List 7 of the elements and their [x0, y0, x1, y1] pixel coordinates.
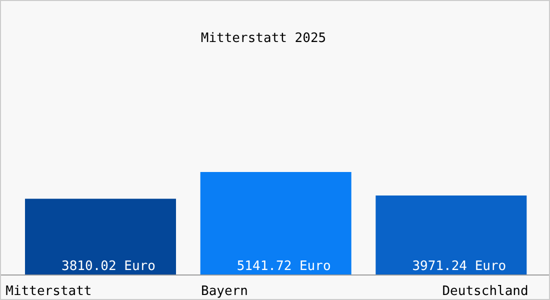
- data-label: 3810.02 Euro: [62, 259, 156, 274]
- x-tick-label: Deutschland: [442, 284, 528, 299]
- x-tick-label: Bayern: [201, 284, 248, 299]
- chart-title: Mitterstatt 2025: [200, 31, 328, 46]
- data-label: 5141.72 Euro: [236, 259, 331, 274]
- data-label: 3971.24 Euro: [412, 259, 506, 274]
- x-tick-label: Mitterstatt: [6, 284, 92, 299]
